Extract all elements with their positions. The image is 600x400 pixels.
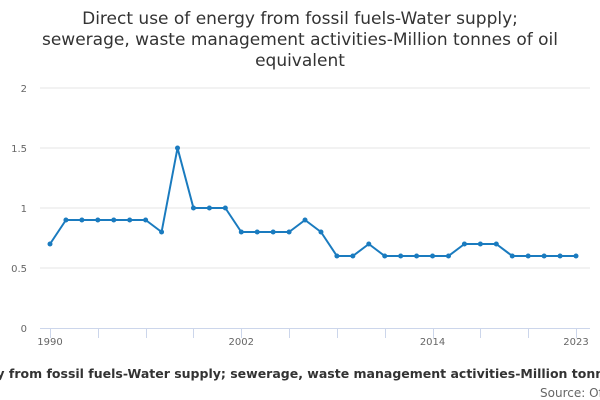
chart-title-line-2: sewerage, waste management activities-Mi… <box>42 30 558 50</box>
y-tick-label: 0.5 <box>11 264 27 275</box>
x-tick-label: 2023 <box>563 337 588 348</box>
data-point[interactable] <box>95 217 101 223</box>
data-point[interactable] <box>430 253 436 259</box>
x-axis-ticks: 1990 2002 2014 2023 <box>37 328 589 348</box>
data-point[interactable] <box>509 253 515 259</box>
data-point[interactable] <box>477 241 483 247</box>
data-point[interactable] <box>525 253 531 259</box>
y-gridlines <box>40 87 590 269</box>
data-point[interactable] <box>111 217 117 223</box>
data-point[interactable] <box>382 253 388 259</box>
data-point[interactable] <box>143 217 149 223</box>
data-point[interactable] <box>270 229 276 235</box>
series-line <box>49 147 576 257</box>
y-tick-label: 1 <box>21 204 27 215</box>
y-axis-tick-labels: 0 0.5 1 1.5 2 <box>11 84 27 335</box>
data-point[interactable] <box>47 241 53 247</box>
chart-title-line-1: Direct use of energy from fossil fuels-W… <box>82 9 518 29</box>
data-point[interactable] <box>414 253 420 259</box>
data-point[interactable] <box>573 253 579 259</box>
data-point[interactable] <box>541 253 547 259</box>
data-point[interactable] <box>398 253 404 259</box>
data-point[interactable] <box>286 229 292 235</box>
x-tick-label: 1990 <box>37 337 62 348</box>
y-tick-label: 1.5 <box>11 144 27 155</box>
data-point[interactable] <box>557 253 563 259</box>
data-point[interactable] <box>318 229 324 235</box>
y-tick-label: 2 <box>21 84 27 95</box>
data-point[interactable] <box>238 229 244 235</box>
data-point[interactable] <box>175 145 181 151</box>
data-point[interactable] <box>159 229 165 235</box>
data-point[interactable] <box>334 253 340 259</box>
data-point[interactable] <box>63 217 69 223</box>
credits-source[interactable]: Source: Office for National Statistics <box>540 386 600 400</box>
data-point[interactable] <box>254 229 260 235</box>
legend-label[interactable]: Direct use of energy from fossil fuels-W… <box>0 366 600 381</box>
x-tick-label: 2014 <box>420 337 445 348</box>
data-point[interactable] <box>222 205 228 211</box>
data-point[interactable] <box>190 205 196 211</box>
data-point[interactable] <box>127 217 133 223</box>
x-tick-label: 2002 <box>229 337 254 348</box>
data-point[interactable] <box>79 217 85 223</box>
series-points <box>47 145 579 259</box>
data-point[interactable] <box>350 253 356 259</box>
data-point[interactable] <box>445 253 451 259</box>
data-point[interactable] <box>206 205 212 211</box>
data-point[interactable] <box>493 241 499 247</box>
data-point[interactable] <box>461 241 467 247</box>
data-point[interactable] <box>302 217 308 223</box>
y-tick-label: 0 <box>21 324 27 335</box>
chart-title-line-3: equivalent <box>255 51 345 71</box>
data-point[interactable] <box>366 241 372 247</box>
